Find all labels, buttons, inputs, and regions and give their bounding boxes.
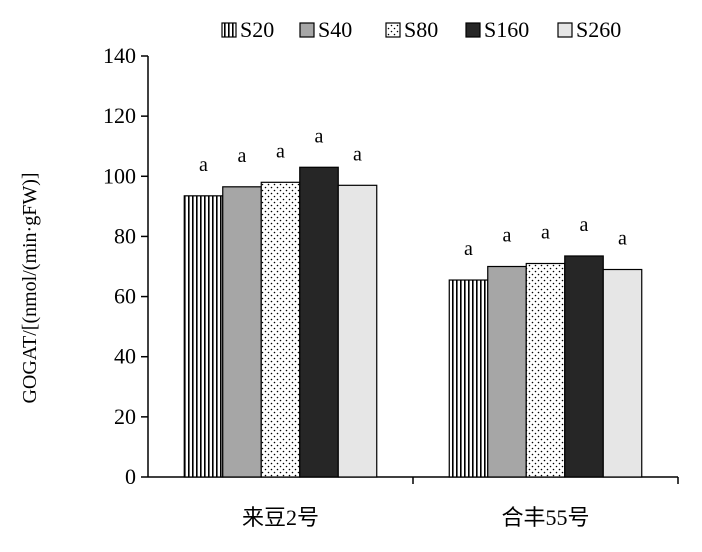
legend-swatch-s80: [385, 22, 401, 38]
bar-s260-2: [602, 268, 643, 478]
legend-swatch-s160: [465, 22, 481, 38]
significance-label: a: [276, 140, 285, 162]
y-tick-label: 60: [114, 284, 136, 309]
axes: 0 20 40 60 80 100 120 140 来豆2号 合丰55号: [103, 43, 679, 530]
legend-swatch-s260: [557, 22, 573, 38]
y-tick-label: 140: [103, 43, 136, 68]
legend-label-s20: S20: [240, 17, 274, 42]
category-label: 合丰55号: [501, 505, 589, 530]
significance-label: a: [238, 145, 247, 167]
legend: S20 S40 S80 S160 S260: [221, 17, 621, 42]
significance-label: a: [199, 154, 208, 176]
legend-label-s80: S80: [404, 17, 438, 42]
legend-swatch-s20: [221, 22, 237, 38]
legend-swatch-s40: [299, 22, 315, 38]
bar-s160-1: [299, 166, 339, 478]
bar-s260-1: [337, 184, 378, 478]
y-tick-label: 80: [114, 223, 136, 248]
significance-label: a: [580, 214, 589, 236]
significance-label: a: [353, 143, 362, 165]
y-axis-label: GOGAT/[(nmol/(min·gFW)]: [19, 172, 41, 403]
y-tick-label: 120: [103, 103, 136, 128]
bar-s20-1: [183, 195, 224, 478]
y-tick-label: 40: [114, 344, 136, 369]
significance-label: a: [541, 221, 550, 243]
bar-s40-1: [222, 186, 262, 478]
y-tick-label: 100: [103, 163, 136, 188]
significance-label: a: [503, 225, 512, 247]
significance-label: a: [464, 238, 473, 260]
bar-s80-2: [525, 262, 566, 478]
bars: a a a a a a a a a a: [183, 125, 643, 478]
y-tick-label: 20: [114, 404, 136, 429]
significance-label: a: [618, 228, 627, 250]
legend-label-s40: S40: [318, 17, 352, 42]
bar-s80-1: [260, 181, 301, 478]
legend-label-s260: S260: [576, 17, 621, 42]
category-label: 来豆2号: [242, 505, 319, 530]
legend-label-s160: S160: [484, 17, 529, 42]
bar-s40-2: [487, 265, 527, 478]
y-tick-label: 0: [125, 464, 136, 489]
bar-s160-2: [564, 255, 604, 478]
bar-s20-2: [448, 279, 489, 478]
significance-label: a: [315, 125, 324, 147]
